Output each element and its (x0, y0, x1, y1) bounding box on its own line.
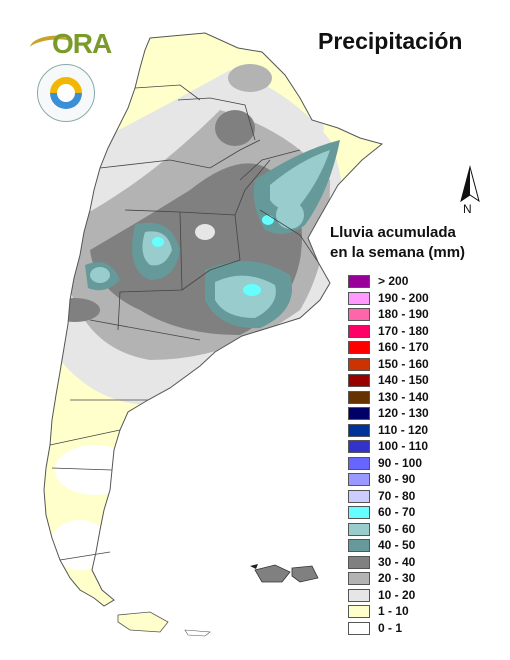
legend-swatch (348, 555, 370, 569)
legend-swatch (348, 621, 370, 635)
legend-label: 70 - 80 (378, 488, 416, 503)
legend-label: 90 - 100 (378, 455, 423, 470)
legend-label: 30 - 40 (378, 554, 416, 569)
legend-label: 170 - 180 (378, 323, 429, 338)
legend-label: 20 - 30 (378, 571, 416, 585)
legend-label: 50 - 60 (378, 521, 416, 536)
tierra-del-fuego (117, 611, 169, 633)
legend-label: 130 - 140 (378, 389, 429, 404)
legend-swatch (348, 522, 370, 536)
legend-swatch (348, 407, 370, 420)
legend-swatch (348, 473, 370, 486)
legend-swatch (348, 539, 370, 552)
legend-swatch (348, 275, 370, 288)
legend-label: 1 - 10 (378, 604, 409, 618)
legend-swatch (348, 605, 370, 618)
legend-swatch (348, 506, 370, 519)
legend-swatch (348, 572, 370, 585)
legend-label: 0 - 1 (378, 620, 403, 635)
legend-swatch (348, 588, 370, 602)
smn-seal-logo (37, 64, 95, 122)
legend-label: 140 - 150 (378, 373, 429, 387)
legend-label: 80 - 90 (378, 472, 416, 486)
north-arrow-icon (460, 165, 480, 203)
legend-swatch (348, 456, 370, 470)
legend-label: 100 - 110 (378, 439, 429, 453)
legend-swatch (348, 341, 370, 354)
legend-swatch (348, 440, 370, 453)
legend-label: 150 - 160 (378, 356, 429, 371)
legend-swatch (348, 308, 370, 321)
legend-swatch (348, 390, 370, 404)
legend-label: 190 - 200 (378, 290, 429, 305)
legend-swatch (348, 324, 370, 338)
legend-label: 60 - 70 (378, 505, 416, 519)
legend-swatch (348, 423, 370, 437)
province-borders (49, 84, 319, 561)
legend-swatch (348, 291, 370, 305)
legend-title-line1: Lluvia acumulada (330, 224, 456, 241)
ora-logo: ORA (52, 28, 112, 59)
isla-de-los-estados (184, 629, 211, 637)
legend-label: 120 - 130 (378, 406, 429, 420)
legend-swatch (348, 489, 370, 503)
legend-label: 40 - 50 (378, 538, 416, 552)
malvinas-islands (250, 564, 319, 583)
legend-label: 180 - 190 (378, 307, 429, 321)
page-title: Precipitación (318, 28, 463, 54)
legend-label: 110 - 120 (378, 422, 429, 437)
legend-title-line2: en la semana (mm) (330, 244, 466, 261)
north-label: N (463, 202, 472, 216)
legend-label: 160 - 170 (378, 340, 429, 354)
legend-label: > 200 (378, 274, 409, 288)
legend-label: 10 - 20 (378, 587, 416, 602)
legend-title: Lluvia acumulada en la semana (mm) (330, 223, 465, 263)
legend-swatch (348, 357, 370, 371)
legend-swatch (348, 374, 370, 387)
